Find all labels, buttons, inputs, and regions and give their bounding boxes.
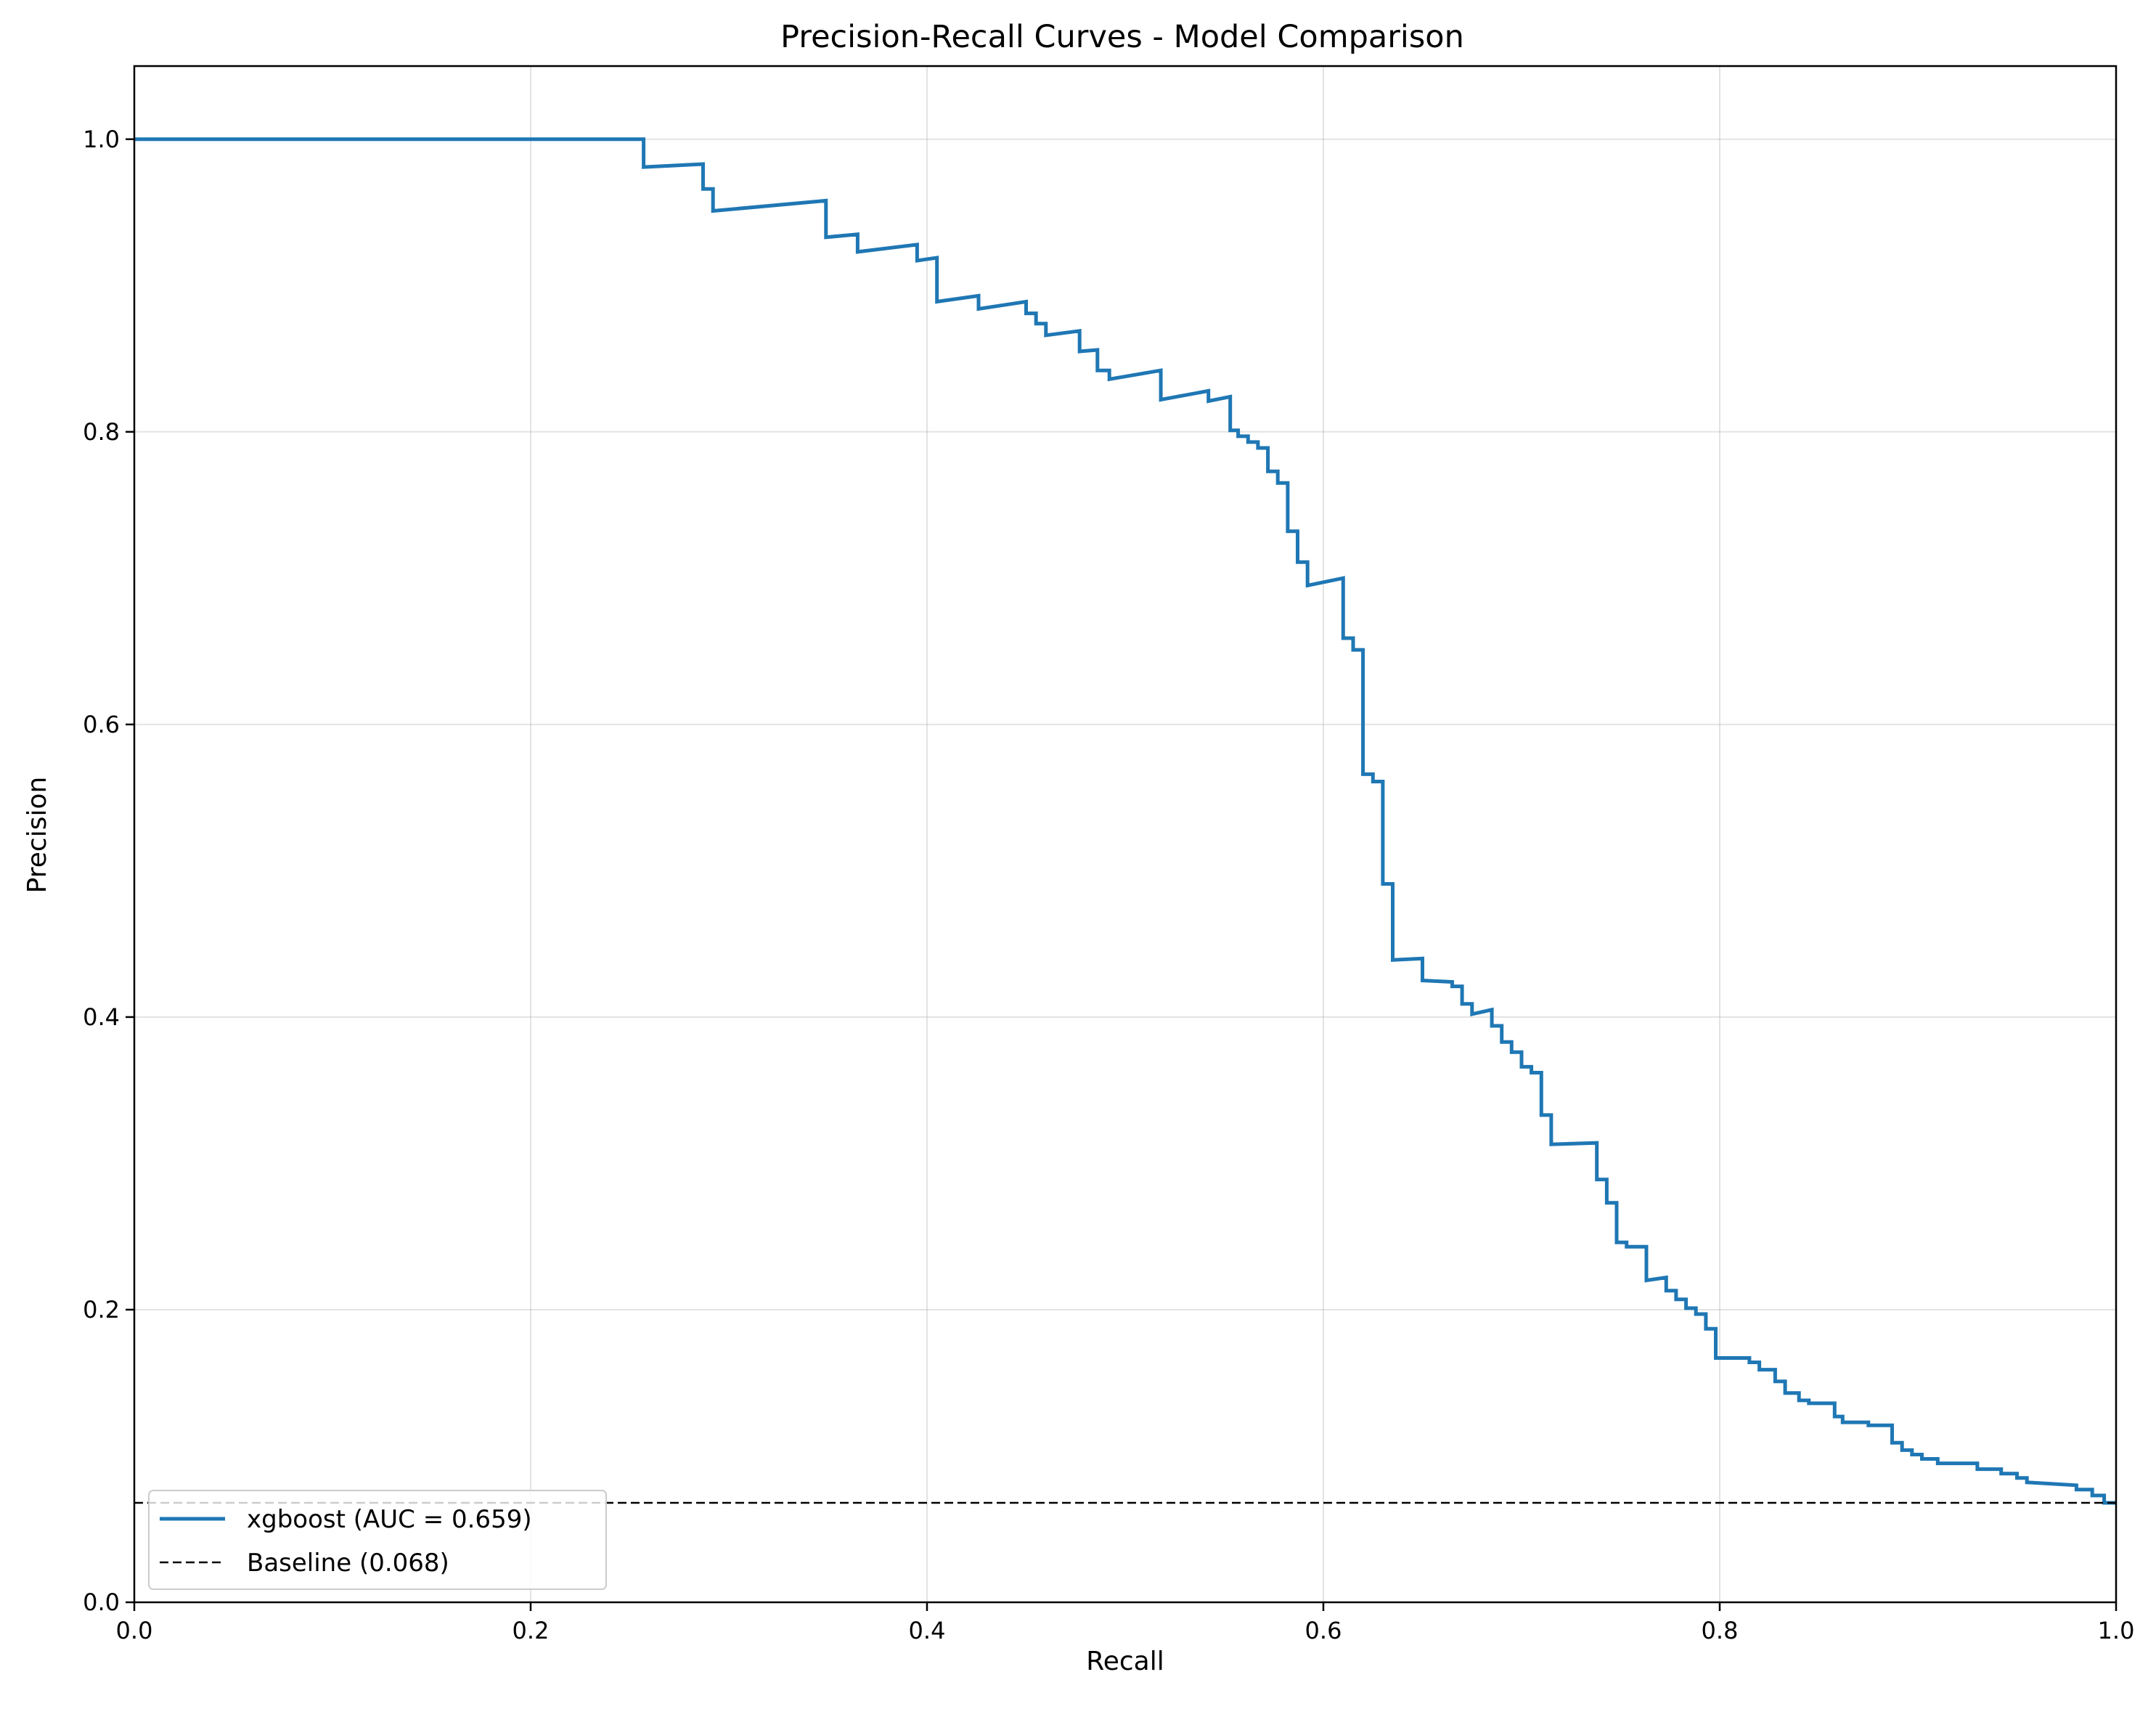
y-tick-label: 0.0: [83, 1588, 120, 1616]
axis-ticks: 0.0 0.2 0.4 0.6 0.8 1.0 0.0 0.2 0.4 0.6 0.8 1.0: [83, 126, 2134, 1644]
legend-box: [148, 1490, 607, 1590]
legend-label-xgboost: xgboost (AUC = 0.659): [247, 1505, 532, 1534]
x-tick-label: 0.0: [116, 1617, 153, 1644]
x-axis-label: Recall: [1086, 1647, 1164, 1676]
x-tick-label: 0.2: [513, 1617, 550, 1644]
legend-label-baseline: Baseline (0.068): [247, 1549, 449, 1578]
plot-frame: [133, 65, 2118, 1604]
legend: xgboost (AUC = 0.659) Baseline (0.068): [148, 1490, 607, 1590]
y-tick-label: 0.6: [83, 711, 120, 738]
x-tick-label: 1.0: [2098, 1617, 2135, 1644]
y-tick-label: 0.8: [83, 418, 120, 446]
x-tick-label: 0.6: [1305, 1617, 1342, 1644]
y-tick-label: 1.0: [83, 126, 120, 153]
y-axis-label: Precision: [23, 777, 52, 894]
series-line-xgboost: [134, 137, 2116, 1505]
x-tick-label: 0.4: [909, 1617, 946, 1644]
x-tick-label: 0.8: [1702, 1617, 1739, 1644]
chart-title: Precision-Recall Curves - Model Comparis…: [780, 19, 1464, 55]
y-tick-label: 0.4: [83, 1003, 120, 1031]
y-tick-label: 0.2: [83, 1296, 120, 1324]
